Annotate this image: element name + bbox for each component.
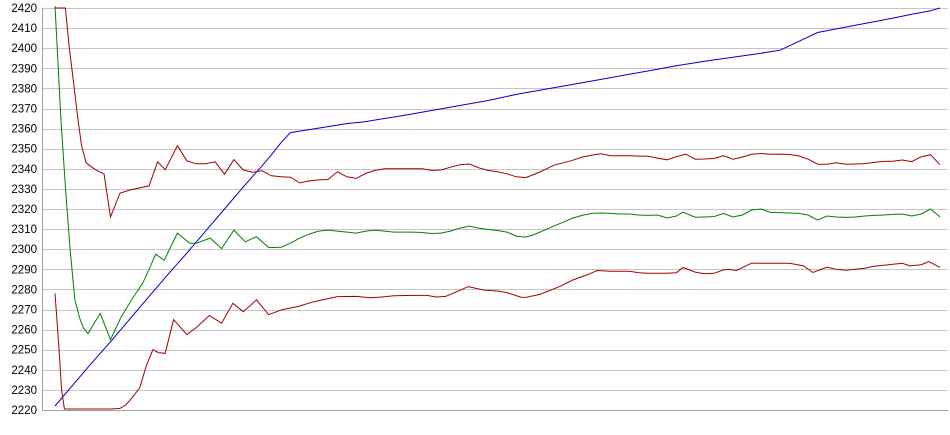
series-line-dark-red-lower — [54, 260, 941, 410]
y-axis-tick-label: 2310 — [11, 224, 37, 236]
y-axis-tick-label: 2370 — [11, 104, 37, 116]
series-line-green — [54, 5, 941, 341]
y-axis-tick-label: 2270 — [11, 305, 37, 317]
y-axis-tick-label: 2230 — [11, 385, 37, 397]
y-axis-tick-label: 2360 — [11, 124, 37, 136]
y-axis-tick-label: 2260 — [11, 325, 37, 337]
y-axis-tick-label: 2220 — [11, 405, 37, 417]
series-line-dark-red-upper — [55, 7, 941, 219]
y-axis-tick-label: 2300 — [11, 244, 37, 256]
y-axis-tick-label: 2420 — [11, 3, 37, 15]
y-axis-tick-label: 2350 — [11, 144, 37, 156]
y-axis-tick-label: 2250 — [11, 345, 37, 357]
y-axis-tick-label: 2240 — [11, 365, 37, 377]
series-line-blue-rising — [54, 7, 941, 407]
y-axis-tick-label: 2280 — [11, 284, 37, 296]
y-axis-tick-label: 2400 — [11, 43, 37, 55]
y-axis-tick-label: 2330 — [11, 184, 37, 196]
y-axis-tick-label: 2380 — [11, 83, 37, 95]
y-axis-tick-label: 2290 — [11, 264, 37, 276]
y-axis-tick-label: 2410 — [11, 23, 37, 35]
y-axis-tick-label: 2340 — [11, 164, 37, 176]
y-axis-tick-label: 2390 — [11, 63, 37, 75]
y-axis-tick-label: 2320 — [11, 204, 37, 216]
